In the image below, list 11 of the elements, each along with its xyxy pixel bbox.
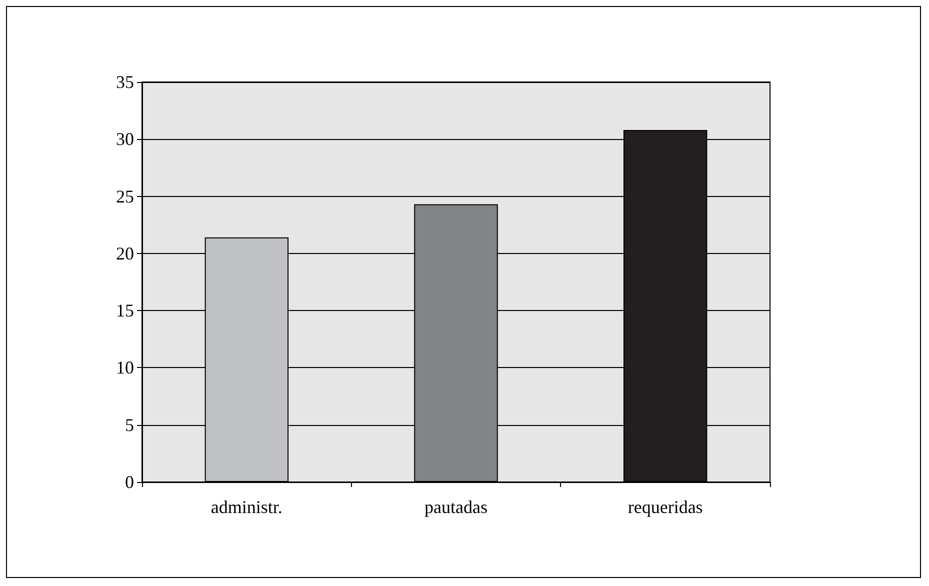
y-tick-label: 35 <box>116 72 134 92</box>
y-tick-label: 10 <box>116 358 134 378</box>
x-tick-label: pautadas <box>424 497 488 517</box>
y-tick-label: 15 <box>116 300 134 321</box>
y-tick-label: 0 <box>125 472 134 492</box>
x-tick-label: requeridas <box>628 497 703 517</box>
y-tick-label: 20 <box>116 243 134 264</box>
x-tick-label: administr. <box>210 497 282 517</box>
y-tick-label: 25 <box>116 186 134 206</box>
y-tick-label: 30 <box>116 129 134 150</box>
y-tick-label: 5 <box>125 414 134 435</box>
